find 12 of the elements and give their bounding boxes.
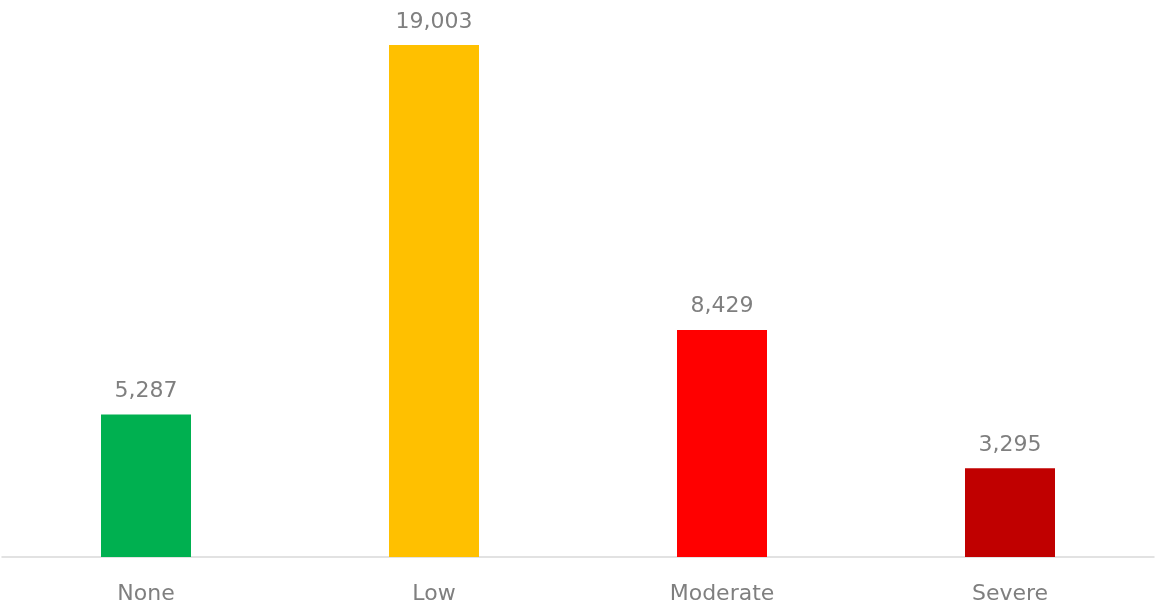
x-tick-label: Severe (971, 579, 1049, 605)
data-label: 5,287 (114, 377, 178, 403)
bar (677, 329, 767, 557)
x-tick-label: None (117, 579, 175, 605)
x-tick-label: Moderate (669, 579, 775, 605)
bar (965, 468, 1055, 557)
bar (389, 45, 479, 557)
data-label: 3,295 (978, 430, 1042, 456)
data-label: 19,003 (395, 7, 473, 33)
bar (101, 414, 191, 557)
x-tick-label: Low (412, 579, 456, 605)
data-label: 8,429 (690, 292, 754, 318)
